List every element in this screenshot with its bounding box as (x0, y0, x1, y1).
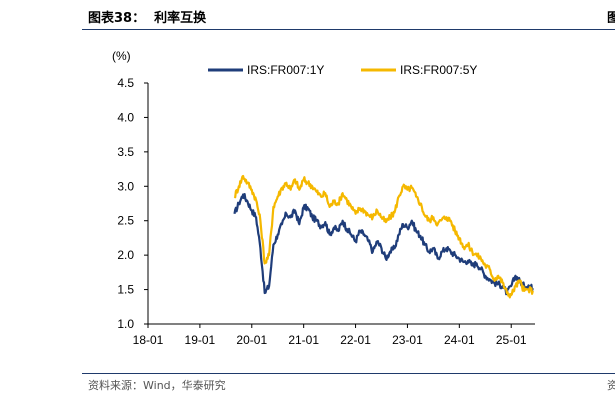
legend-label: IRS:FR007:5Y (400, 63, 477, 77)
y-tick-label: 4.0 (117, 110, 134, 124)
source-note: 资料来源：Wind，华泰研究 (88, 379, 226, 392)
y-tick-label: 3.0 (117, 179, 134, 193)
x-tick-label: 23-01 (392, 333, 423, 347)
y-tick-label: 2.5 (117, 214, 134, 228)
y-unit-label: (%) (112, 49, 131, 63)
series-lines (233, 174, 534, 299)
x-tick-label: 24-01 (444, 333, 475, 347)
x-tick-label: 22-01 (340, 333, 371, 347)
legend: IRS:FR007:1Y IRS:FR007:5Y (208, 63, 477, 77)
figure-title: 图表38： 利率互换 (88, 11, 207, 26)
x-axis: 18-01 19-01 20-01 21-01 22-01 23-01 24-01 25-01 (133, 323, 535, 347)
series-line-irs-1y (233, 193, 534, 296)
y-axis: 1.0 1.5 2.0 2.5 3.0 3.5 4.0 4.5 (117, 76, 149, 331)
y-tick-label: 1.0 (117, 317, 134, 331)
adjacent-figure-fragment-bottom: 资 (607, 379, 615, 392)
adjacent-figure-fragment-top: 图 (607, 11, 615, 23)
series-line-irs-5y (233, 174, 534, 299)
y-tick-label: 1.5 (117, 283, 134, 297)
x-tick-label: 20-01 (236, 333, 267, 347)
y-tick-label: 3.5 (117, 145, 134, 159)
x-tick-label: 21-01 (288, 333, 319, 347)
x-tick-label: 18-01 (133, 333, 164, 347)
legend-label: IRS:FR007:1Y (247, 63, 324, 77)
footer-divider (82, 373, 615, 374)
header-divider (82, 29, 615, 30)
y-tick-label: 2.0 (117, 248, 134, 262)
x-tick-label: 25-01 (496, 333, 527, 347)
x-tick-label: 19-01 (185, 333, 216, 347)
y-tick-label: 4.5 (117, 76, 134, 90)
